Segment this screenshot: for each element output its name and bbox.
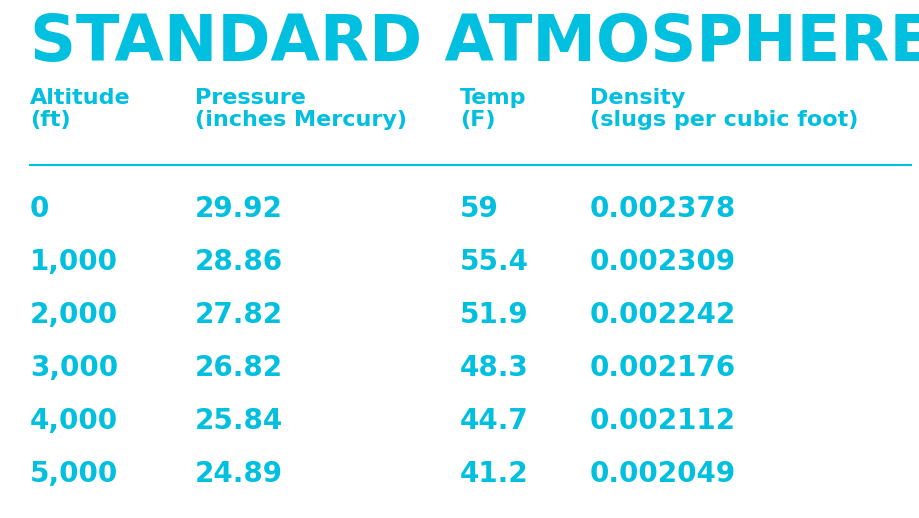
Text: STANDARD ATMOSPHERE: STANDARD ATMOSPHERE xyxy=(30,12,919,74)
Text: 0: 0 xyxy=(30,195,50,223)
Text: 51.9: 51.9 xyxy=(460,301,528,329)
Text: 48.3: 48.3 xyxy=(460,354,528,382)
Text: 59: 59 xyxy=(460,195,498,223)
Text: (slugs per cubic foot): (slugs per cubic foot) xyxy=(589,110,857,130)
Text: 55.4: 55.4 xyxy=(460,248,528,276)
Text: 28.86: 28.86 xyxy=(195,248,283,276)
Text: 0.002309: 0.002309 xyxy=(589,248,735,276)
Text: 4,000: 4,000 xyxy=(30,407,118,435)
Text: Altitude: Altitude xyxy=(30,88,130,108)
Text: Temp: Temp xyxy=(460,88,526,108)
Text: 0.002049: 0.002049 xyxy=(589,460,735,488)
Text: 5,000: 5,000 xyxy=(30,460,119,488)
Text: Pressure: Pressure xyxy=(195,88,305,108)
Text: 44.7: 44.7 xyxy=(460,407,528,435)
Text: 0.002176: 0.002176 xyxy=(589,354,735,382)
Text: (ft): (ft) xyxy=(30,110,71,130)
Text: 24.89: 24.89 xyxy=(195,460,283,488)
Text: 0.002378: 0.002378 xyxy=(589,195,735,223)
Text: 27.82: 27.82 xyxy=(195,301,283,329)
Text: 41.2: 41.2 xyxy=(460,460,528,488)
Text: (F): (F) xyxy=(460,110,495,130)
Text: 29.92: 29.92 xyxy=(195,195,282,223)
Text: 26.82: 26.82 xyxy=(195,354,283,382)
Text: Density: Density xyxy=(589,88,685,108)
Text: 2,000: 2,000 xyxy=(30,301,118,329)
Text: 25.84: 25.84 xyxy=(195,407,283,435)
Text: 1,000: 1,000 xyxy=(30,248,118,276)
Text: 3,000: 3,000 xyxy=(30,354,118,382)
Text: 0.002242: 0.002242 xyxy=(589,301,735,329)
Text: (inches Mercury): (inches Mercury) xyxy=(195,110,406,130)
Text: 0.002112: 0.002112 xyxy=(589,407,735,435)
